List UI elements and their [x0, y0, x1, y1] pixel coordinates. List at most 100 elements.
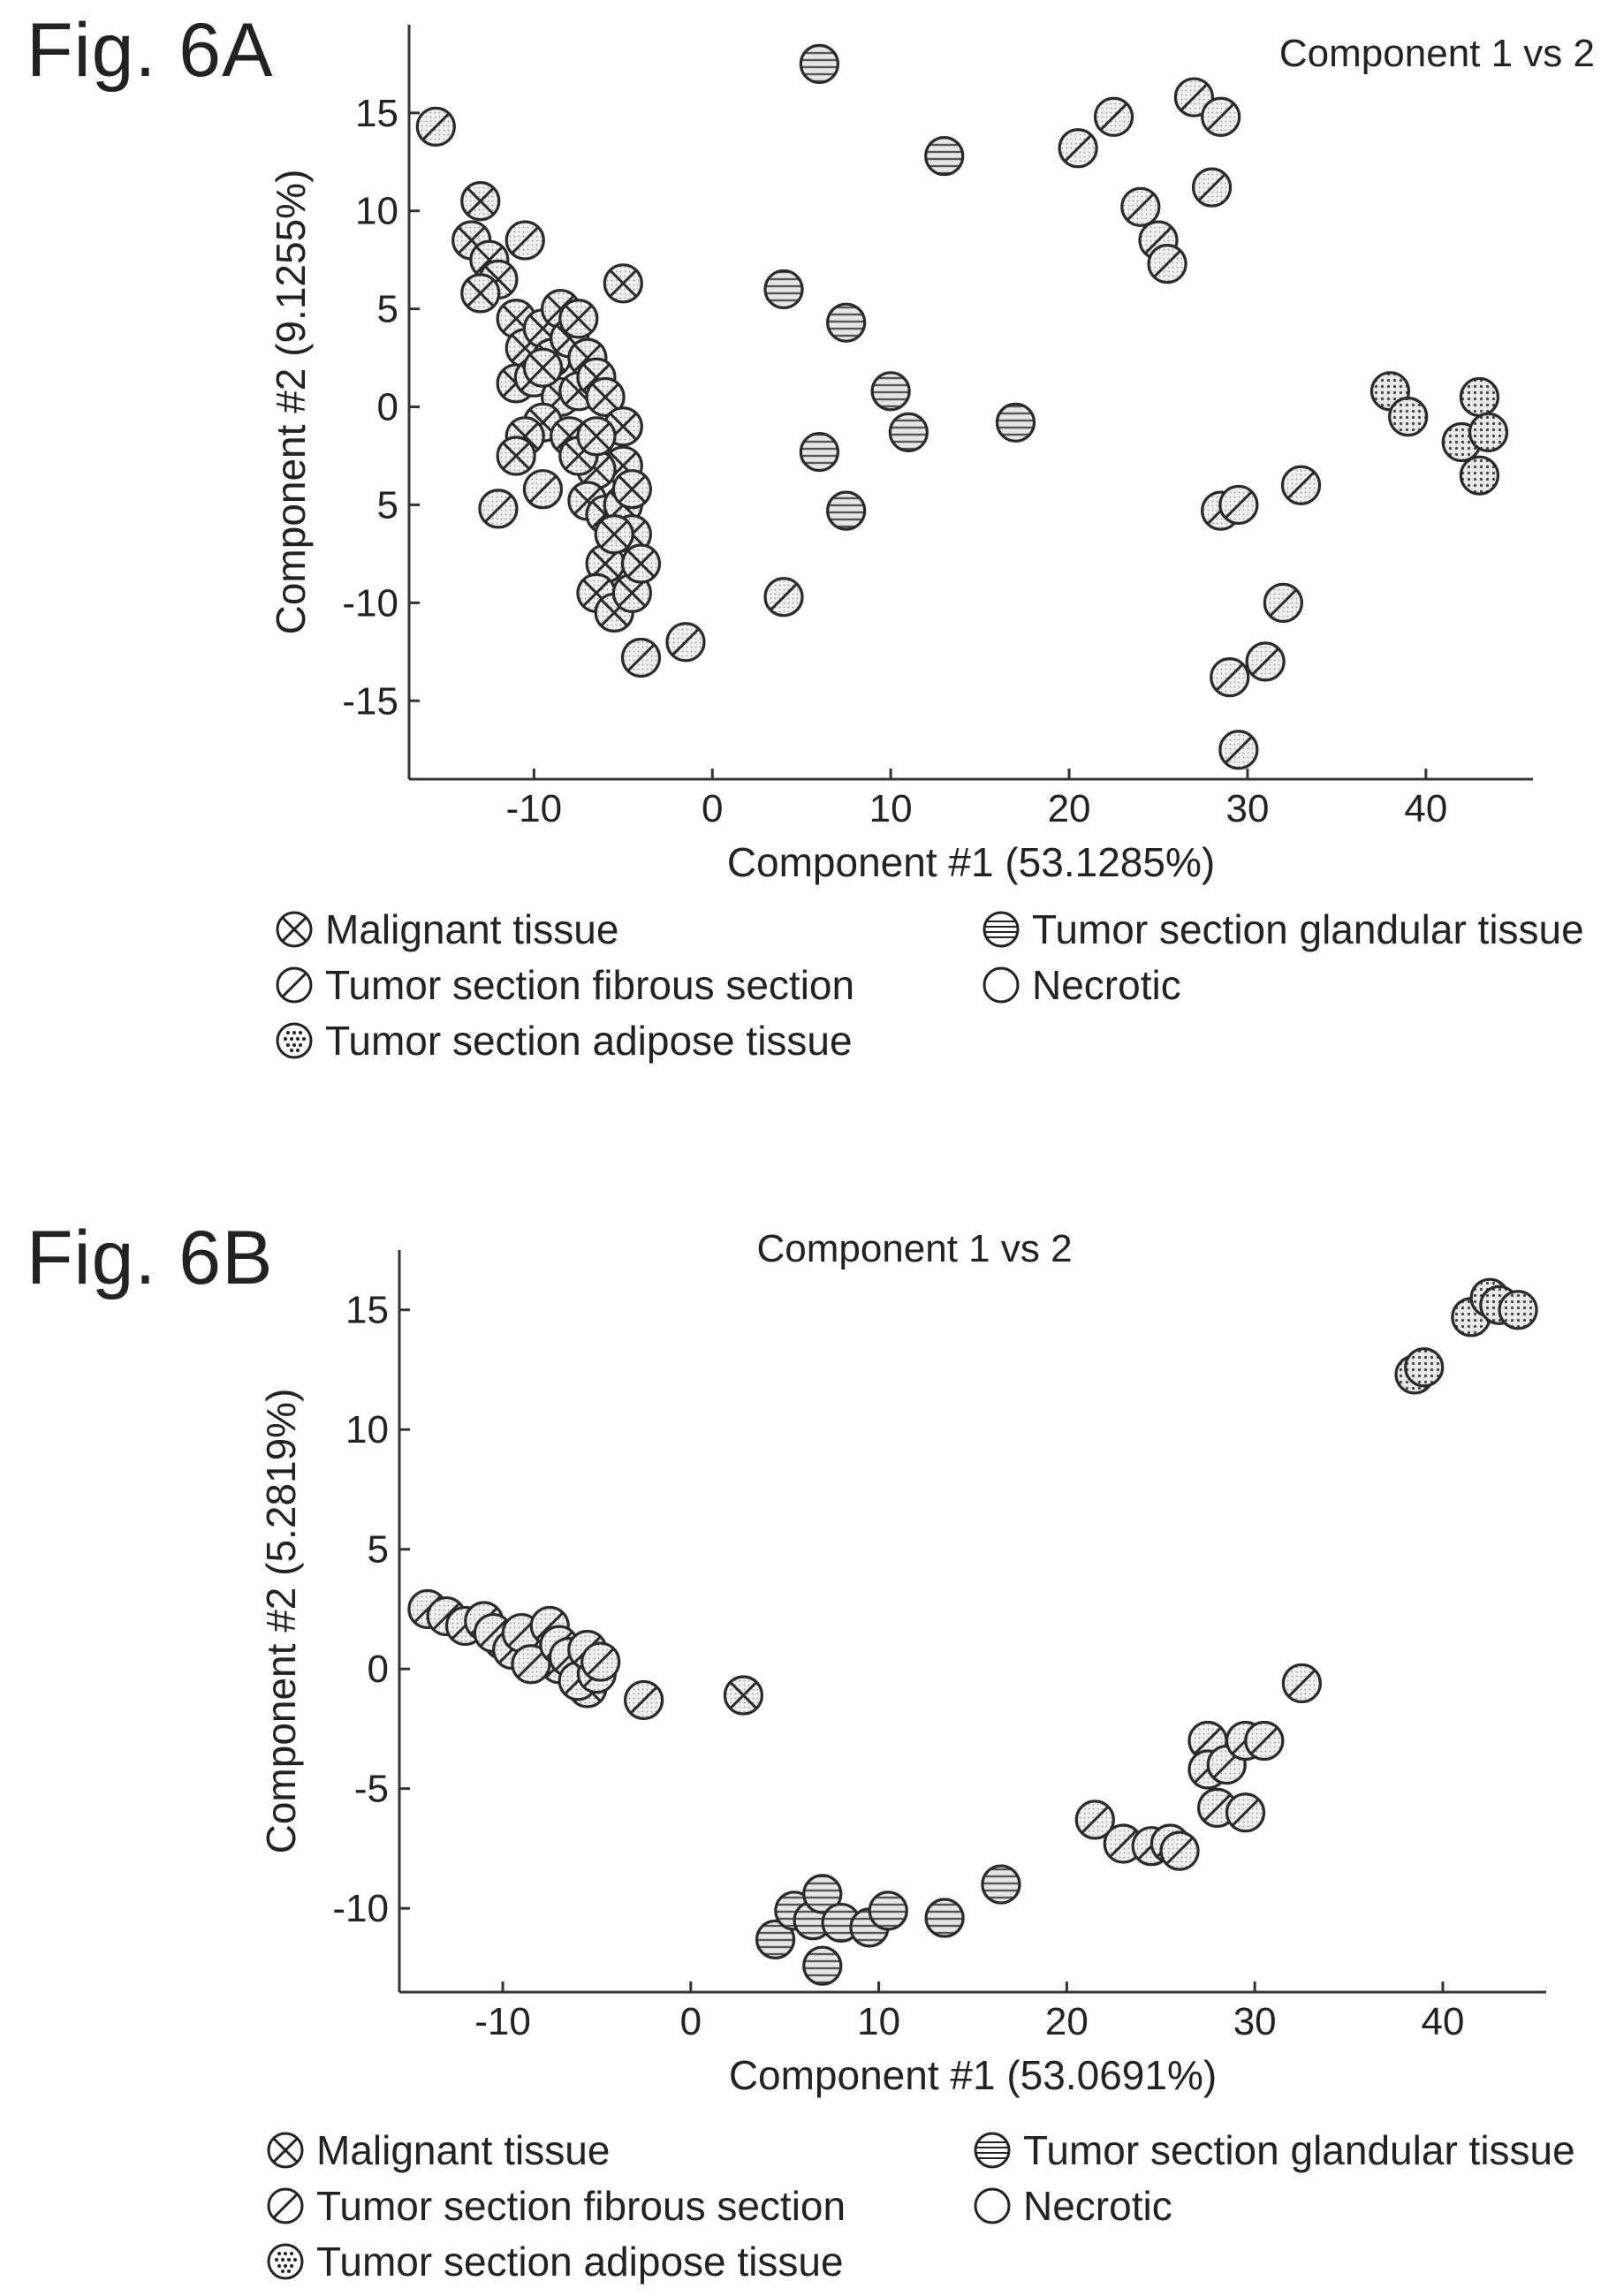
y-tick-label: -10	[342, 581, 398, 625]
scatter-point-diagonal	[1191, 167, 1233, 208]
scatter-point-diagonal	[1245, 641, 1286, 682]
legend-label: Tumor section fibrous section	[316, 2183, 846, 2229]
legend-label: Necrotic	[1023, 2183, 1172, 2229]
x-tick-label: 0	[702, 787, 723, 830]
legend-b-item-necrotic: Necrotic	[972, 2182, 1172, 2230]
y-tick-label: -15	[342, 679, 398, 723]
scatter-point-diagonal	[505, 220, 545, 261]
scatter-point-dots	[1498, 1290, 1538, 1330]
scatter-point-hlines	[868, 1891, 908, 1931]
legend-label: Tumor section adipose tissue	[316, 2239, 844, 2285]
x-tick-label: 40	[1404, 787, 1447, 830]
x-tick-label: -10	[506, 787, 563, 830]
scatter-point-hlines	[763, 269, 804, 310]
scatter-point-cross	[558, 299, 599, 339]
scatter-point-cross	[603, 263, 643, 304]
crosshatch-circle-icon	[267, 2132, 304, 2169]
chart-title: Component 1 vs 2	[1279, 32, 1595, 75]
scatter-point-hlines	[755, 1919, 796, 1959]
scatter-point-diagonal	[580, 1641, 621, 1682]
scatter-point-diagonal	[1093, 96, 1134, 137]
legend-a-item-fibrous: Tumor section fibrous section	[274, 961, 854, 1009]
scatter-point-diagonal	[1225, 1792, 1266, 1833]
y-tick-label: 5	[377, 483, 398, 527]
scatter-point-diagonal	[1147, 244, 1187, 284]
scatter-point-cross	[576, 416, 617, 457]
legend-a-item-malignant: Malignant tissue	[274, 906, 618, 953]
x-tick-label: 10	[857, 2000, 900, 2043]
scatter-point-cross	[460, 273, 501, 314]
scatter-point-cross	[620, 543, 662, 584]
y-tick-label: 0	[368, 1648, 389, 1691]
chart-title: Component 1 vs 2	[756, 1227, 1072, 1270]
scatter-point-diagonal	[1263, 582, 1303, 623]
y-tick-label: 15	[355, 92, 398, 135]
scatter-point-diagonal	[1120, 186, 1161, 227]
legend-label: Tumor section glandular tissue	[1023, 2127, 1575, 2173]
legend-label: Necrotic	[1032, 962, 1181, 1008]
horizontal-stripe-circle-icon	[974, 2132, 1011, 2169]
legend-label: Malignant tissue	[316, 2127, 611, 2173]
scatter-point-cross	[611, 469, 652, 510]
scatter-point-dots	[1388, 397, 1429, 437]
x-axis-label: Component #1 (53.0691%)	[729, 2052, 1217, 2098]
legend-a-item-adipose: Tumor section adipose tissue	[274, 1017, 853, 1065]
horizontal-stripe-circle-icon	[982, 911, 1020, 948]
diagonal-stripe-circle-icon	[267, 2187, 304, 2224]
scatter-point-diagonal	[511, 1644, 551, 1685]
x-tick-label: 30	[1233, 2000, 1277, 2043]
dotted-circle-icon	[276, 1022, 313, 1059]
x-tick-label: 10	[869, 787, 913, 830]
scatter-point-diagonal	[1281, 1663, 1322, 1704]
y-tick-label: 10	[345, 1408, 389, 1451]
figure-a-label: Fig. 6A	[27, 8, 274, 93]
scatter-point-diagonal	[1201, 96, 1241, 137]
scatter-point-diagonal	[1058, 128, 1098, 169]
legend-label: Tumor section glandular tissue	[1032, 906, 1584, 952]
scatter-point-hlines	[826, 302, 867, 343]
scatter-point-diagonal	[1103, 1823, 1143, 1864]
scatter-point-hlines	[924, 1898, 965, 1938]
scatter-point-diagonal	[1280, 465, 1322, 505]
y-tick-label: -10	[332, 1887, 389, 1930]
scatter-point-hlines	[888, 412, 929, 452]
scatter-point-diagonal	[763, 577, 804, 618]
scatter-point-diagonal	[478, 489, 519, 529]
legend-a-item-necrotic: Necrotic	[981, 961, 1181, 1009]
legend-b-item-malignant: Malignant tissue	[265, 2126, 610, 2174]
scatter-point-hlines	[924, 136, 965, 177]
scatter-point-hlines	[799, 43, 839, 84]
x-tick-label: 0	[680, 2000, 702, 2043]
scatter-point-diagonal	[665, 622, 706, 663]
y-tick-label: 10	[355, 190, 398, 233]
x-axis-label: Component #1 (53.1285%)	[727, 839, 1215, 885]
scatter-point-cross	[723, 1675, 764, 1716]
x-tick-label: 30	[1225, 787, 1269, 830]
scatter-point-cross	[585, 376, 626, 418]
y-tick-label: 5	[368, 1528, 389, 1572]
scatter-point-diagonal	[620, 637, 662, 678]
crosshatch-circle-icon	[276, 911, 313, 948]
empty-circle-icon	[974, 2187, 1011, 2224]
scatter-point-diagonal	[415, 106, 456, 147]
legend-label: Tumor section fibrous section	[325, 962, 855, 1008]
scatter-point-hlines	[826, 490, 867, 531]
scatter-point-diagonal	[522, 469, 564, 510]
scatter-point-hlines	[802, 1874, 843, 1914]
scatter-point-diagonal	[1244, 1720, 1285, 1762]
legend-b-item-glandular: Tumor section glandular tissue	[972, 2126, 1575, 2174]
y-tick-label: 5	[377, 288, 398, 331]
y-axis-label: Component #2 (9.1255%)	[268, 170, 314, 635]
legend-b-item-fibrous: Tumor section fibrous section	[265, 2182, 846, 2230]
y-tick-label: 0	[377, 386, 398, 429]
scatter-point-diagonal	[624, 1679, 664, 1721]
scatter-point-cross	[522, 347, 564, 388]
y-axis-label: Component #2 (5.2819%)	[258, 1389, 304, 1854]
legend-b-item-adipose: Tumor section adipose tissue	[265, 2238, 844, 2285]
scatter-point-hlines	[802, 1945, 843, 1986]
figure-b-label: Fig. 6B	[27, 1216, 274, 1300]
legend-a-item-glandular: Tumor section glandular tissue	[981, 906, 1584, 953]
scatter-point-dots	[1468, 412, 1509, 452]
scatter-point-diagonal	[1074, 1800, 1115, 1840]
